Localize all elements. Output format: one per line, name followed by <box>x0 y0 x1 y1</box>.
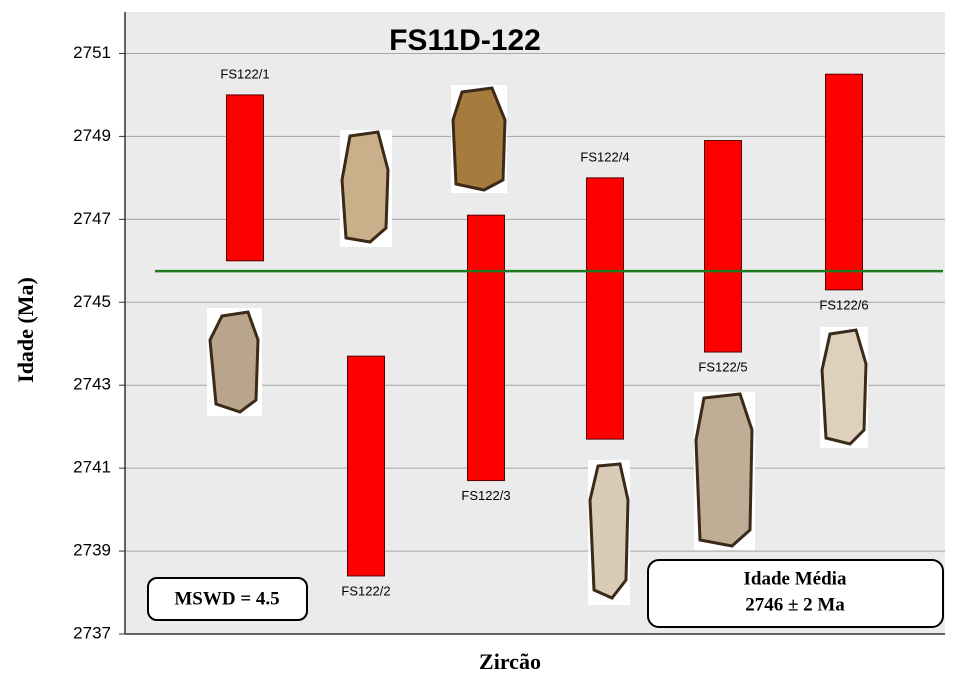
bar-label: FS122/3 <box>461 488 510 503</box>
range-bar <box>825 73 863 291</box>
zircon-crystal <box>820 328 868 446</box>
bar-label: FS122/4 <box>580 149 629 164</box>
annotation: 2746 ± 2 Ma <box>745 594 845 615</box>
y-tick-label: 2741 <box>73 458 111 477</box>
y-tick-label: 2749 <box>73 126 111 145</box>
y-axis-label: Idade (Ma) <box>13 277 38 383</box>
zircon-crystal <box>340 130 390 244</box>
y-tick-label: 2737 <box>73 623 111 642</box>
zircon-images <box>207 85 868 605</box>
bar-label: FS122/5 <box>698 359 747 374</box>
y-tick-label: 2745 <box>73 292 111 311</box>
y-tick-label: 2747 <box>73 209 111 228</box>
zircon-crystal <box>451 86 507 192</box>
chart-title: FS11D-122 <box>389 24 541 57</box>
annotation: Idade Média <box>744 568 847 589</box>
y-tick-label: 2739 <box>73 541 111 560</box>
annotation: MSWD = 4.5 <box>174 588 279 609</box>
zircon-crystal <box>208 310 260 414</box>
marks: FS122/1 FS122/2 FS122/3 FS122/4 FS122/5 FS122… <box>155 66 943 598</box>
range-bar <box>704 140 742 353</box>
range-bar <box>467 214 505 482</box>
range-bar <box>347 355 385 577</box>
annotation-box <box>647 559 944 628</box>
bar-label: FS122/2 <box>341 583 390 598</box>
bar-label: FS122/6 <box>819 297 868 312</box>
zircon-crystal <box>588 462 630 600</box>
y-tick-label: 2743 <box>73 375 111 394</box>
x-axis-label: Zircão <box>479 649 541 674</box>
zircon-crystal <box>694 392 754 548</box>
y-tick-label: 2751 <box>73 43 111 62</box>
range-bar <box>226 94 264 262</box>
annotation-box <box>147 577 308 621</box>
range-bar <box>586 177 624 440</box>
bar-label: FS122/1 <box>220 66 269 81</box>
